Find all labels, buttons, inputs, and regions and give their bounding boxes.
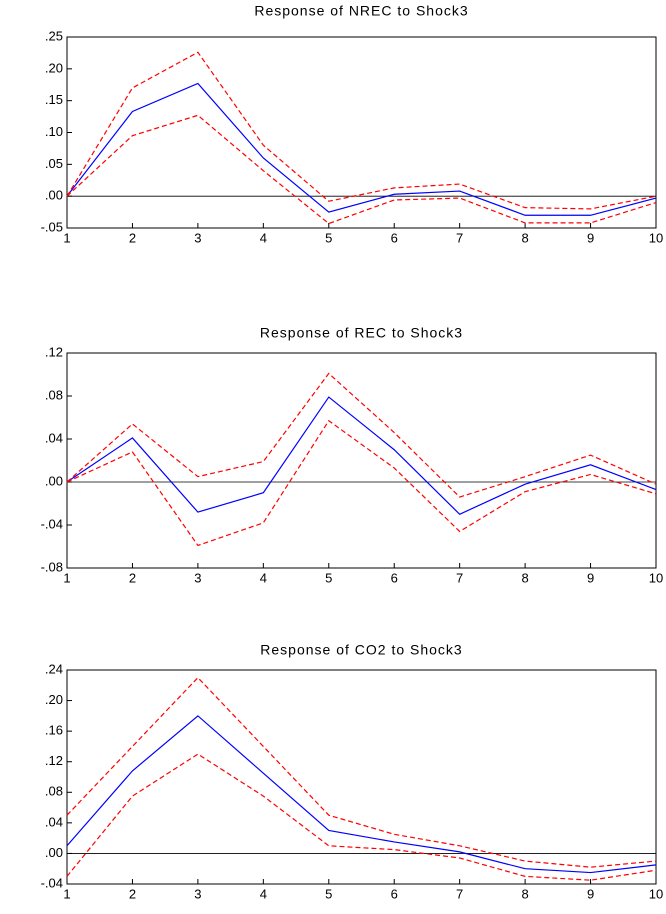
y-tick-label: .12 bbox=[45, 344, 63, 359]
x-tick-label: 8 bbox=[521, 230, 528, 245]
x-tick-label: 10 bbox=[649, 886, 663, 901]
x-tick-label: 1 bbox=[63, 230, 70, 245]
series-line bbox=[66, 82, 657, 216]
x-tick-label: 4 bbox=[260, 570, 267, 585]
y-tick-label: .24 bbox=[45, 661, 63, 676]
x-tick-label: 5 bbox=[325, 886, 332, 901]
y-tick-label: .15 bbox=[45, 92, 63, 107]
x-tick-label: 3 bbox=[194, 886, 201, 901]
y-tick-label: .04 bbox=[45, 430, 63, 445]
x-tick-label: 8 bbox=[521, 886, 528, 901]
series-line bbox=[66, 396, 657, 515]
chart-title: Response of CO2 to Shock3 bbox=[260, 642, 462, 658]
y-tick-label: -.05 bbox=[41, 219, 63, 234]
y-tick-label: .04 bbox=[45, 814, 63, 829]
x-tick-label: 2 bbox=[129, 886, 136, 901]
series-line bbox=[66, 114, 657, 225]
y-tick-label: .12 bbox=[45, 753, 63, 768]
plot-frame bbox=[66, 352, 657, 569]
x-tick-label: 8 bbox=[521, 570, 528, 585]
chart-title: Response of REC to Shock3 bbox=[260, 325, 463, 341]
series-line bbox=[66, 51, 657, 210]
y-tick-label: .20 bbox=[45, 60, 63, 75]
x-tick-label: 7 bbox=[456, 230, 463, 245]
y-tick-label: .00 bbox=[45, 188, 63, 203]
x-tick-label: 2 bbox=[129, 230, 136, 245]
y-tick-label: .00 bbox=[45, 845, 63, 860]
x-tick-label: 10 bbox=[649, 230, 663, 245]
x-tick-label: 6 bbox=[391, 230, 398, 245]
x-tick-label: 6 bbox=[391, 886, 398, 901]
y-tick-label: .10 bbox=[45, 124, 63, 139]
series-line bbox=[66, 676, 657, 868]
y-tick-label: .20 bbox=[45, 692, 63, 707]
x-tick-label: 1 bbox=[63, 570, 70, 585]
y-tick-label: -.04 bbox=[41, 875, 63, 890]
x-tick-label: 9 bbox=[587, 886, 594, 901]
y-tick-label: -.04 bbox=[41, 516, 63, 531]
x-tick-label: 4 bbox=[260, 886, 267, 901]
x-tick-label: 2 bbox=[129, 570, 136, 585]
x-tick-label: 3 bbox=[194, 230, 201, 245]
plot-frame bbox=[66, 669, 657, 885]
y-tick-label: .00 bbox=[45, 473, 63, 488]
x-tick-label: 4 bbox=[260, 230, 267, 245]
y-tick-label: .16 bbox=[45, 723, 63, 738]
chart-title: Response of NREC to Shock3 bbox=[254, 3, 468, 19]
x-tick-label: 5 bbox=[325, 570, 332, 585]
x-tick-label: 3 bbox=[194, 570, 201, 585]
y-tick-label: .05 bbox=[45, 156, 63, 171]
y-tick-label: .25 bbox=[45, 28, 63, 43]
x-tick-label: 1 bbox=[63, 886, 70, 901]
series-line bbox=[66, 419, 657, 547]
x-tick-label: 6 bbox=[391, 570, 398, 585]
series-line bbox=[66, 753, 657, 881]
y-tick-label: .08 bbox=[45, 784, 63, 799]
x-tick-label: 9 bbox=[587, 570, 594, 585]
x-tick-label: 7 bbox=[456, 570, 463, 585]
plot-frame bbox=[66, 36, 657, 229]
x-tick-label: 9 bbox=[587, 230, 594, 245]
x-tick-label: 10 bbox=[649, 570, 663, 585]
y-tick-label: .08 bbox=[45, 387, 63, 402]
series-line bbox=[66, 372, 657, 498]
x-tick-label: 7 bbox=[456, 886, 463, 901]
y-tick-label: -.08 bbox=[41, 559, 63, 574]
x-tick-label: 5 bbox=[325, 230, 332, 245]
series-line bbox=[66, 715, 657, 874]
